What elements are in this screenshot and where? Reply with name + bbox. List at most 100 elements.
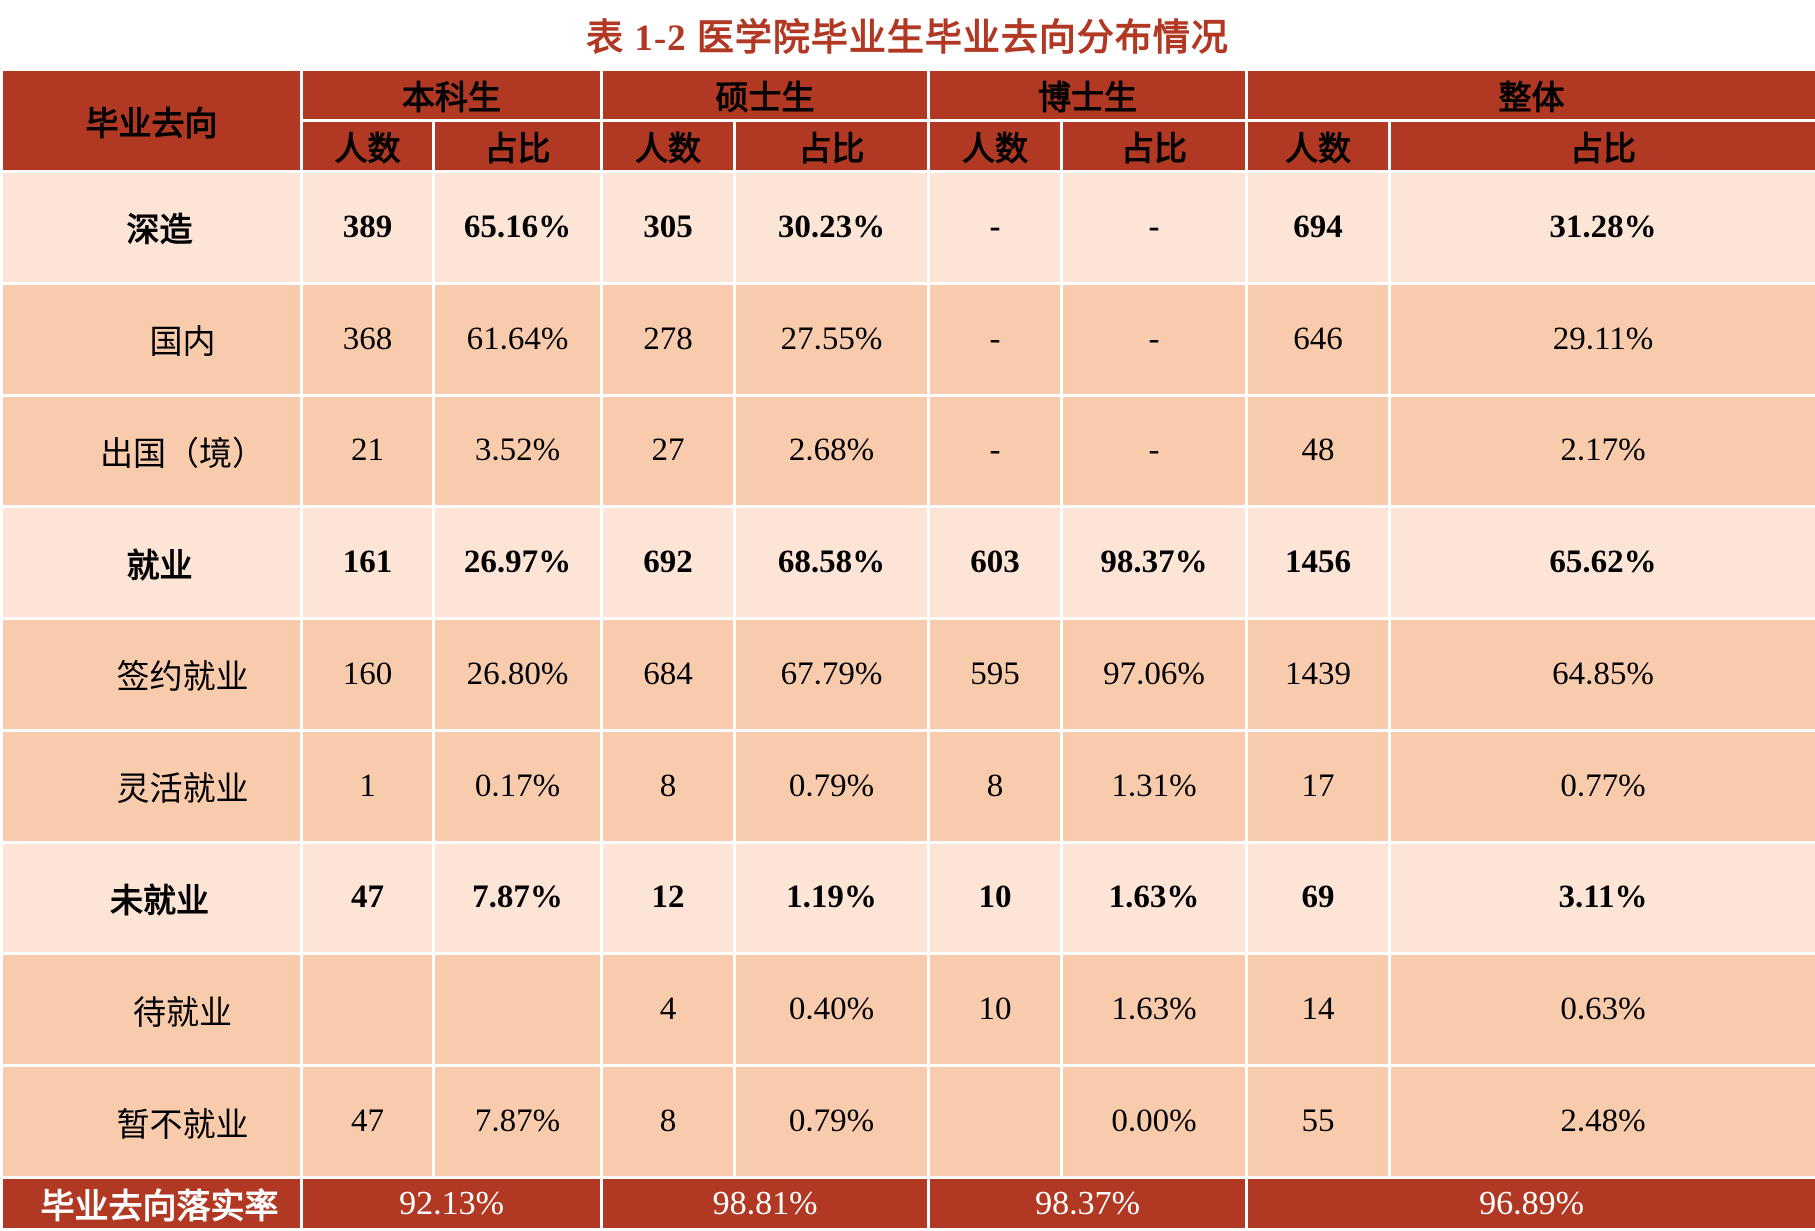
data-cell: - — [927, 393, 1063, 509]
data-cell: 3.11% — [1388, 840, 1815, 956]
table-row: 出国（境） 21 3.52% 27 2.68% - -48 2.17% — [0, 393, 1815, 509]
row-label: 灵活就业 — [0, 728, 303, 844]
data-cell — [927, 1064, 1063, 1179]
data-cell: 0.79% — [733, 728, 930, 844]
data-cell: 8 — [927, 728, 1063, 844]
table-row: 未就业 47 7.87% 12 1.19% 10 1.63% 69 3.11% — [0, 840, 1815, 956]
data-cell: 65.62% — [1388, 505, 1815, 621]
subheader-count: 人数 — [300, 119, 435, 173]
data-cell: 305 — [600, 170, 736, 285]
data-cell — [432, 952, 603, 1068]
data-cell: 8 — [600, 728, 736, 844]
data-cell: 47 — [300, 840, 435, 956]
data-cell: 3.52% — [432, 393, 603, 509]
data-cell: - — [927, 281, 1063, 397]
table-row: 暂不就业 47 7.87% 8 0.79% 0.00% 55 2.48% — [0, 1064, 1815, 1179]
data-cell: 646 — [1245, 281, 1391, 397]
footer-label: 毕业去向落实率 — [0, 1176, 303, 1231]
group-header-master: 硕士生 — [600, 68, 930, 122]
subheader-count: 人数 — [927, 119, 1063, 173]
data-cell: 14 — [1245, 952, 1391, 1068]
sub-header-row: 人数 占比 人数 占比 人数 占比 人数 占比 — [2, 119, 1815, 173]
row-label: 待就业 — [0, 952, 303, 1068]
data-cell: - — [1060, 393, 1248, 509]
data-cell: 10 — [927, 840, 1063, 956]
data-cell: 65.16% — [432, 170, 603, 285]
data-cell: 1 — [300, 728, 435, 844]
footer-rate-doctoral: 98.37% — [927, 1176, 1248, 1231]
data-cell: 55 — [1245, 1064, 1391, 1179]
table-row: 待就业 4 0.40% 10 1.63% 14 0.63% — [0, 952, 1815, 1068]
data-cell: 12 — [600, 840, 736, 956]
data-cell: 0.77% — [1388, 728, 1815, 844]
footer-rate-undergraduate: 92.13% — [300, 1176, 603, 1231]
data-cell: 48 — [1245, 393, 1391, 509]
table-footer: 毕业去向落实率 92.13% 98.81% 98.37% 96.89% — [0, 1176, 1815, 1231]
graduate-destination-table: 毕业去向 本科生 硕士生 博士生 整体 人数 占比 人数 占比 人数 占比 人数… — [0, 68, 1815, 1231]
data-cell: - — [1060, 281, 1248, 397]
data-cell: 10 — [927, 952, 1063, 1068]
data-cell: 30.23% — [733, 170, 930, 285]
table-row: 签约就业 160 26.80% 684 67.79% 595 97.06% 1439 64.85… — [0, 617, 1815, 732]
data-cell: 278 — [600, 281, 736, 397]
footer-row: 毕业去向落实率 92.13% 98.81% 98.37% 96.89% — [0, 1176, 1815, 1231]
data-cell: 97.06% — [1060, 617, 1248, 732]
data-cell: 684 — [600, 617, 736, 732]
footer-rate-master: 98.81% — [600, 1176, 930, 1231]
data-cell: 67.79% — [733, 617, 930, 732]
corner-header: 毕业去向 — [0, 68, 303, 173]
group-header-doctoral: 博士生 — [927, 68, 1248, 122]
row-label: 就业 — [0, 505, 303, 621]
footer-rate-overall: 96.89% — [1245, 1176, 1815, 1231]
data-cell: 0.79% — [733, 1064, 930, 1179]
data-cell: 1.31% — [1060, 728, 1248, 844]
data-cell: 692 — [600, 505, 736, 621]
subheader-count: 人数 — [1245, 119, 1391, 173]
data-cell: 1.19% — [733, 840, 930, 956]
data-cell: 98.37% — [1060, 505, 1248, 621]
data-cell: 1.63% — [1060, 952, 1248, 1068]
data-cell: 7.87% — [432, 840, 603, 956]
data-cell: 29.11% — [1388, 281, 1815, 397]
data-cell: 69 — [1245, 840, 1391, 956]
data-cell — [300, 952, 435, 1068]
data-cell: 1.63% — [1060, 840, 1248, 956]
data-cell: 21 — [300, 393, 435, 509]
subheader-ratio: 占比 — [432, 119, 603, 173]
data-cell: - — [927, 170, 1063, 285]
subheader-count: 人数 — [600, 119, 736, 173]
data-cell: 694 — [1245, 170, 1391, 285]
data-cell: 0.17% — [432, 728, 603, 844]
data-cell: 603 — [927, 505, 1063, 621]
row-label: 出国（境） — [0, 393, 303, 509]
data-cell: 2.68% — [733, 393, 930, 509]
data-cell: 161 — [300, 505, 435, 621]
table-header: 毕业去向 本科生 硕士生 博士生 整体 人数 占比 人数 占比 人数 占比 人数… — [0, 68, 1815, 173]
row-label: 签约就业 — [0, 617, 303, 732]
table-row: 深造 389 65.16% 305 30.23% - -694 31.28% — [0, 170, 1815, 285]
data-cell: 2.17% — [1388, 393, 1815, 509]
subheader-ratio: 占比 — [733, 119, 930, 173]
data-cell: 27 — [600, 393, 736, 509]
table-row: 灵活就业 1 0.17% 8 0.79% 8 1.31% 17 0.77% — [0, 728, 1815, 844]
row-label: 国内 — [0, 281, 303, 397]
data-cell: 31.28% — [1388, 170, 1815, 285]
data-cell: 389 — [300, 170, 435, 285]
data-cell: 47 — [300, 1064, 435, 1179]
data-cell: 1439 — [1245, 617, 1391, 732]
data-cell: 368 — [300, 281, 435, 397]
data-cell: 68.58% — [733, 505, 930, 621]
data-cell: 17 — [1245, 728, 1391, 844]
group-header-overall: 整体 — [1245, 68, 1815, 122]
group-header-undergraduate: 本科生 — [300, 68, 603, 122]
data-cell: 26.97% — [432, 505, 603, 621]
table-row: 国内 368 61.64% 278 27.55% - -646 29.11% — [0, 281, 1815, 397]
data-cell: 2.48% — [1388, 1064, 1815, 1179]
data-cell: 27.55% — [733, 281, 930, 397]
data-cell: 8 — [600, 1064, 736, 1179]
data-cell: 0.63% — [1388, 952, 1815, 1068]
data-cell: 160 — [300, 617, 435, 732]
data-cell: 7.87% — [432, 1064, 603, 1179]
row-label: 暂不就业 — [0, 1064, 303, 1179]
